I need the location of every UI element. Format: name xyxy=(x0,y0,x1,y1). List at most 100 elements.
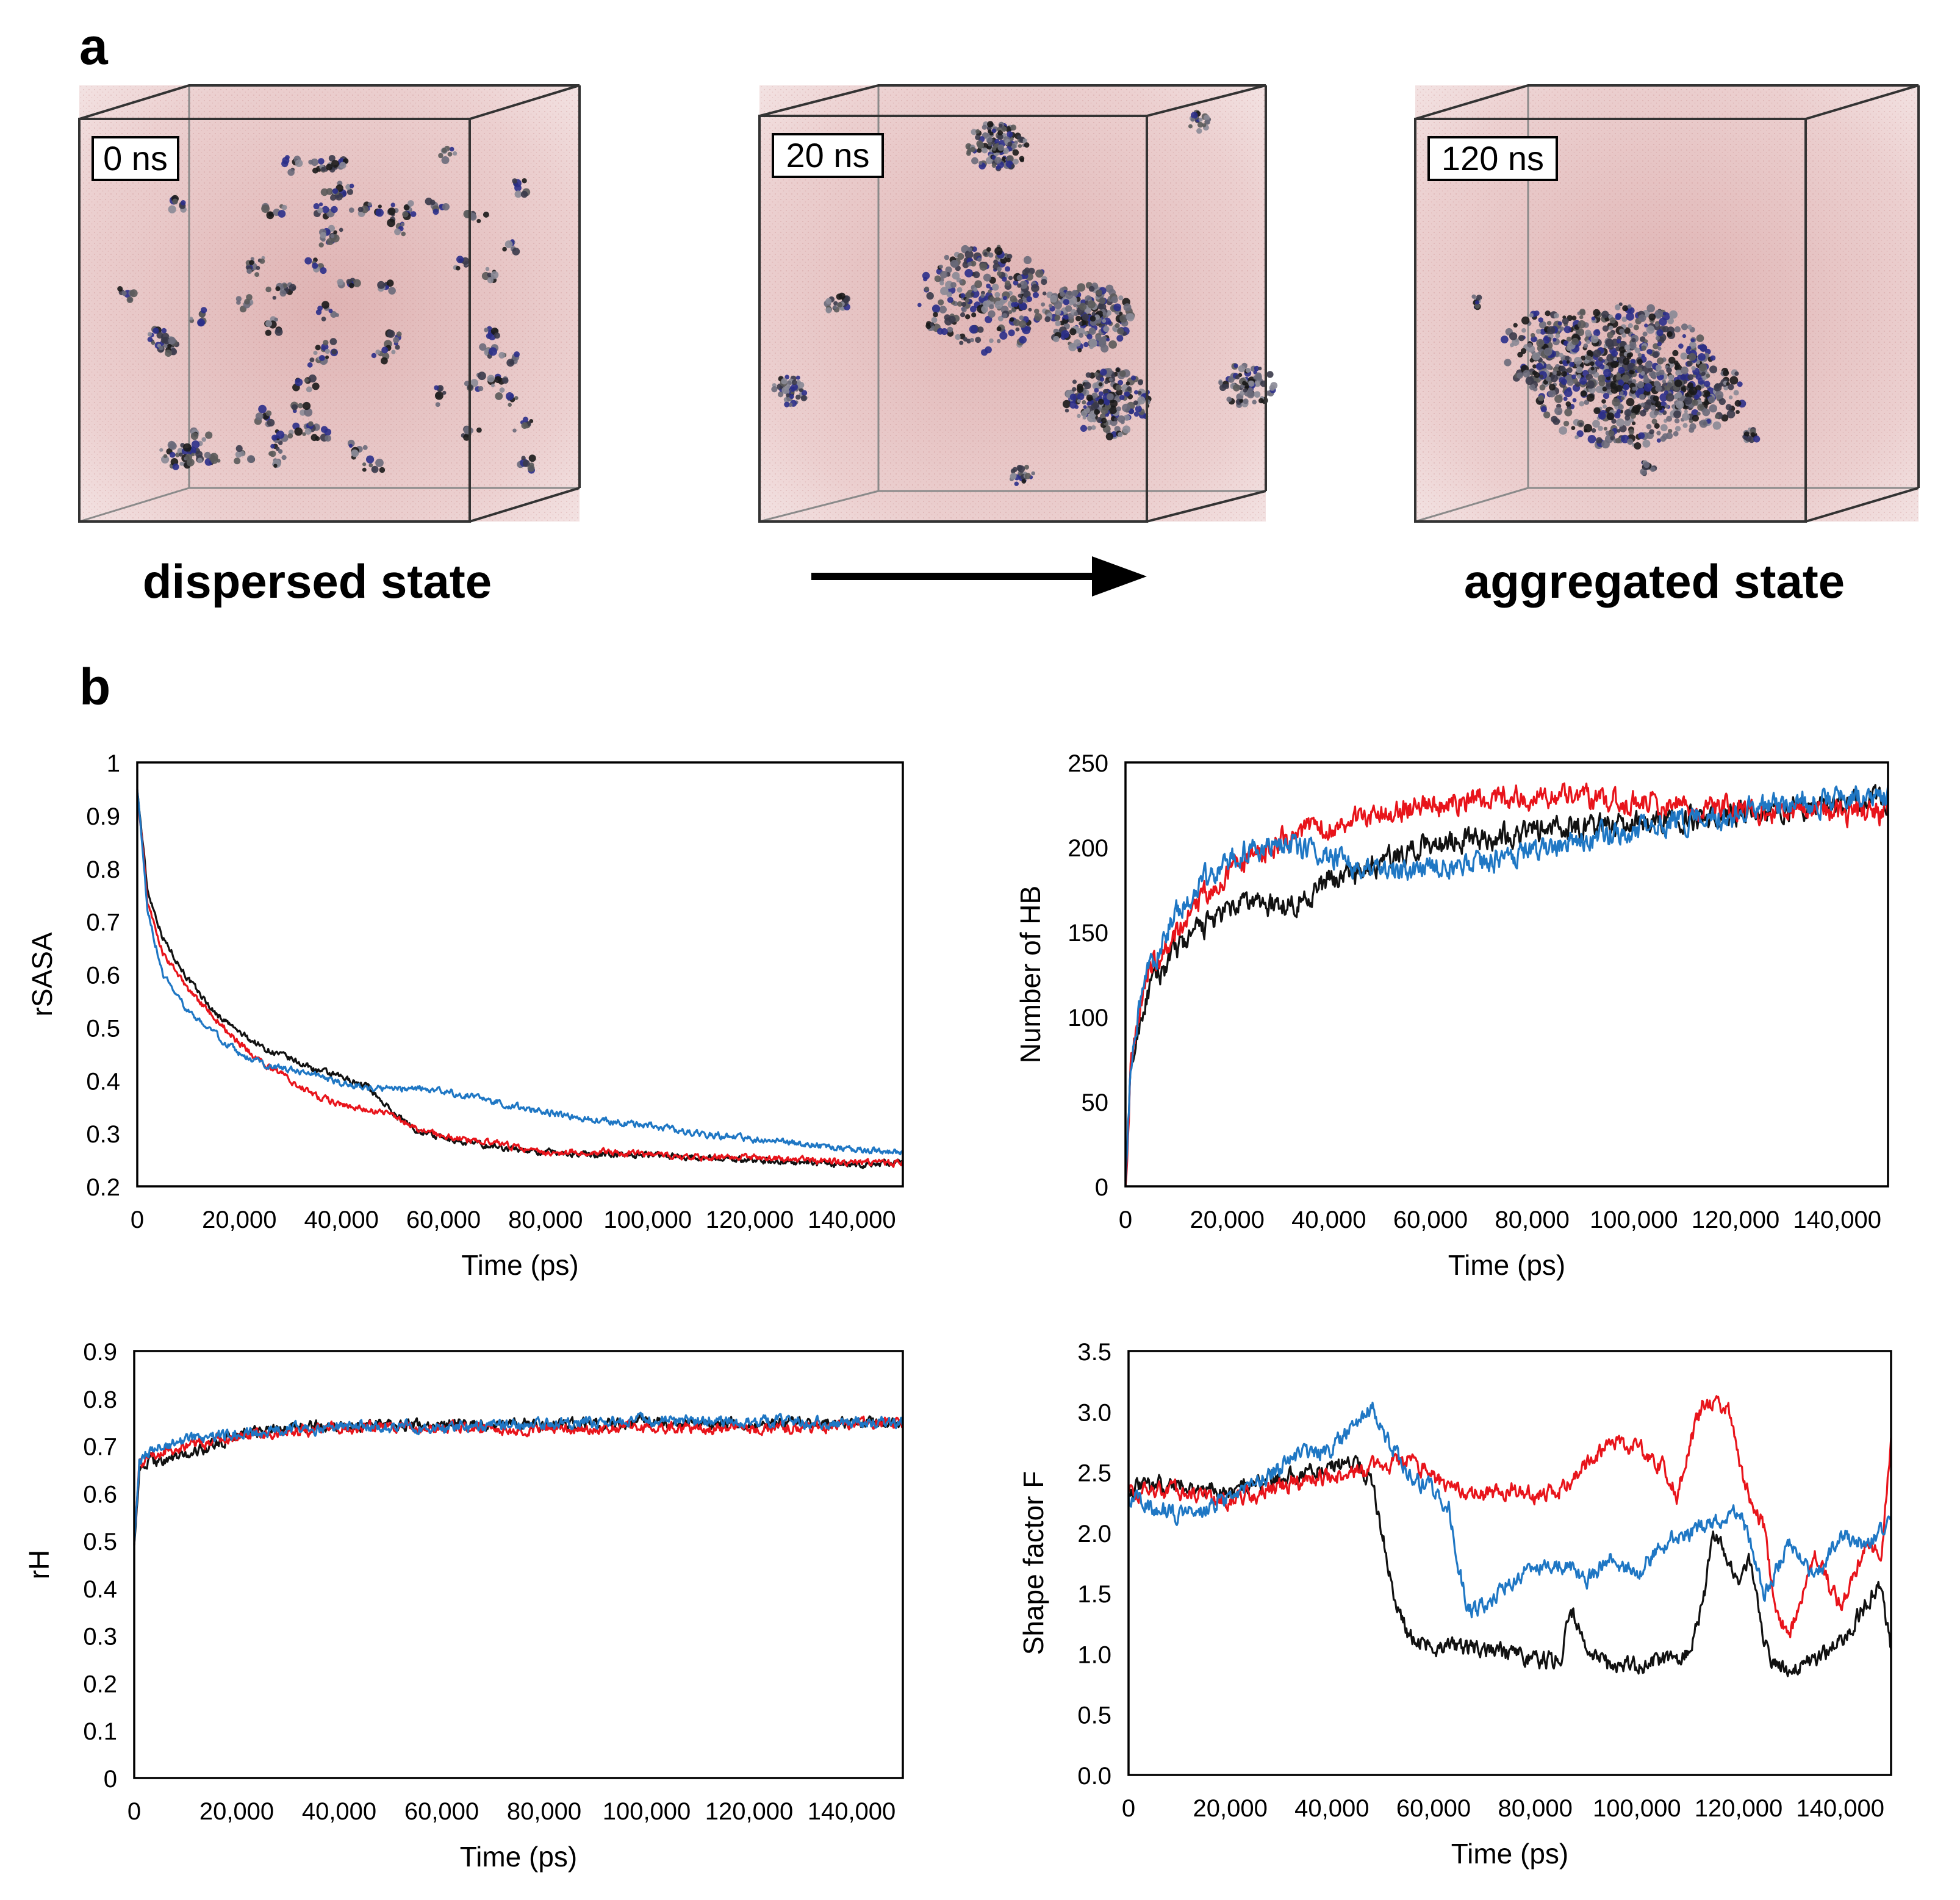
y-tick-label: 0.8 xyxy=(83,1386,117,1413)
y-tick-label: 3.0 xyxy=(1077,1399,1111,1426)
y-tick-label: 0.7 xyxy=(83,1434,117,1461)
y-tick-label: 0.4 xyxy=(83,1576,117,1603)
y-tick-label: 150 xyxy=(1068,920,1108,947)
x-tick-label: 140,000 xyxy=(1793,1206,1881,1233)
timestamp-box xyxy=(1427,136,1558,181)
series-line-blue xyxy=(133,1411,904,1544)
y-tick-label: 200 xyxy=(1068,835,1108,862)
x-tick-label: 100,000 xyxy=(1593,1795,1681,1822)
x-tick-label: 140,000 xyxy=(808,1798,896,1825)
y-tick-label: 0.3 xyxy=(83,1624,117,1651)
simulation-boxes: 0 ns 20 ns 120 ns xyxy=(78,84,1920,523)
molecules xyxy=(771,109,1278,486)
y-tick-label: 0.4 xyxy=(86,1068,120,1095)
y-tick-label: 0.6 xyxy=(83,1481,117,1508)
x-tick-label: 80,000 xyxy=(508,1206,583,1233)
y-tick-label: 250 xyxy=(1068,750,1108,777)
x-tick-label: 40,000 xyxy=(1294,1795,1369,1822)
x-axis-label: Time (ps) xyxy=(461,1249,579,1281)
x-axis-label: Time (ps) xyxy=(1451,1838,1569,1870)
x-tick-label: 60,000 xyxy=(404,1798,479,1825)
series-line-red xyxy=(133,1415,904,1546)
x-tick-label: 60,000 xyxy=(1396,1795,1471,1822)
y-axis-label: rH xyxy=(23,1550,55,1580)
timestamp-box xyxy=(772,133,884,178)
y-tick-label: 0.5 xyxy=(1077,1702,1111,1729)
simulation-box: 0 ns xyxy=(78,84,581,523)
timestamp-box xyxy=(92,136,179,181)
x-tick-label: 80,000 xyxy=(1495,1206,1569,1233)
y-tick-label: 1.0 xyxy=(1077,1641,1111,1668)
x-tick-label: 40,000 xyxy=(302,1798,376,1825)
series-line-black xyxy=(1124,784,1889,1187)
panel-b-label: b xyxy=(79,658,110,715)
y-tick-label: 0 xyxy=(1095,1174,1108,1201)
y-tick-label: 0.2 xyxy=(86,1174,120,1201)
molecules xyxy=(1471,294,1761,476)
x-tick-label: 100,000 xyxy=(603,1206,692,1233)
x-tick-label: 120,000 xyxy=(1695,1795,1783,1822)
simulation-box: 20 ns xyxy=(758,84,1278,523)
x-tick-label: 20,000 xyxy=(1193,1795,1267,1822)
plot-frame xyxy=(1124,761,1889,1188)
x-tick-label: 60,000 xyxy=(1393,1206,1468,1233)
aggregated-state-label: aggregated state xyxy=(1464,554,1845,608)
series-group xyxy=(136,789,904,1169)
y-tick-label: 1.5 xyxy=(1077,1581,1111,1608)
series-line-black xyxy=(1127,1455,1892,1677)
series-line-black xyxy=(136,791,904,1169)
timestamp-label: 0 ns xyxy=(103,139,168,177)
time-arrow xyxy=(811,556,1147,597)
shape-factor-chart: 0.0 0.5 1.0 1.5 2.0 2.5 3.0 3.5 0 20,000 40,000 60,… xyxy=(1018,1339,1892,1870)
plot-frame xyxy=(133,1350,904,1779)
y-tick-label: 0.3 xyxy=(86,1121,120,1148)
x-tick-label: 0 xyxy=(1122,1795,1135,1822)
x-tick-label: 120,000 xyxy=(706,1206,794,1233)
x-tick-label: 0 xyxy=(1119,1206,1132,1233)
y-tick-label: 0.6 xyxy=(86,963,120,989)
y-tick-label: 100 xyxy=(1068,1005,1108,1031)
x-tick-label: 60,000 xyxy=(406,1206,481,1233)
series-line-blue xyxy=(136,789,903,1155)
x-tick-label: 40,000 xyxy=(304,1206,378,1233)
y-tick-label: 2.0 xyxy=(1077,1521,1111,1547)
timestamp-label: 120 ns xyxy=(1441,139,1544,177)
series-line-blue xyxy=(1127,1402,1892,1619)
simulation-box: 120 ns xyxy=(1414,84,1920,523)
y-tick-label: 0.9 xyxy=(86,803,120,830)
series-line-red xyxy=(136,789,903,1168)
series-line-red xyxy=(1127,1395,1892,1638)
x-tick-label: 140,000 xyxy=(808,1206,896,1233)
plot-frame xyxy=(136,761,904,1188)
y-axis-label: rSASA xyxy=(26,932,58,1016)
y-tick-label: 2.5 xyxy=(1077,1460,1111,1487)
y-tick-label: 0.1 xyxy=(83,1718,117,1745)
y-tick-label: 3.5 xyxy=(1077,1339,1111,1366)
hydrogen-bonds-chart: 0 50 100 150 200 250 0 20,000 40,000 60,000 80,000… xyxy=(1014,750,1889,1281)
y-tick-label: 0 xyxy=(104,1766,117,1793)
plot-frame xyxy=(1127,1350,1892,1776)
x-tick-label: 20,000 xyxy=(199,1798,274,1825)
x-tick-label: 140,000 xyxy=(1796,1795,1884,1822)
series-group xyxy=(1127,1395,1892,1677)
x-tick-label: 20,000 xyxy=(202,1206,276,1233)
y-tick-label: 0.2 xyxy=(83,1671,117,1697)
x-tick-label: 20,000 xyxy=(1190,1206,1264,1233)
y-tick-label: 0.5 xyxy=(83,1529,117,1555)
y-axis-label: Shape factor F xyxy=(1018,1471,1049,1655)
series-line-blue xyxy=(1124,784,1889,1181)
panel-a-label: a xyxy=(79,18,109,75)
x-tick-label: 0 xyxy=(131,1206,144,1233)
x-tick-label: 40,000 xyxy=(1291,1206,1366,1233)
series-group xyxy=(133,1411,904,1546)
x-tick-label: 100,000 xyxy=(603,1798,691,1825)
rh-chart: 0 0.1 0.2 0.3 0.4 0.5 0.6 0.7 0.8 0.9 0 20,000 40,00… xyxy=(23,1339,904,1873)
dispersed-state-label: dispersed state xyxy=(143,554,492,608)
x-tick-label: 120,000 xyxy=(1692,1206,1780,1233)
molecules xyxy=(117,145,536,474)
y-tick-label: 50 xyxy=(1082,1089,1109,1116)
timestamp-label: 20 ns xyxy=(786,136,870,174)
x-axis-label: Time (ps) xyxy=(1448,1249,1566,1281)
x-tick-label: 80,000 xyxy=(507,1798,581,1825)
